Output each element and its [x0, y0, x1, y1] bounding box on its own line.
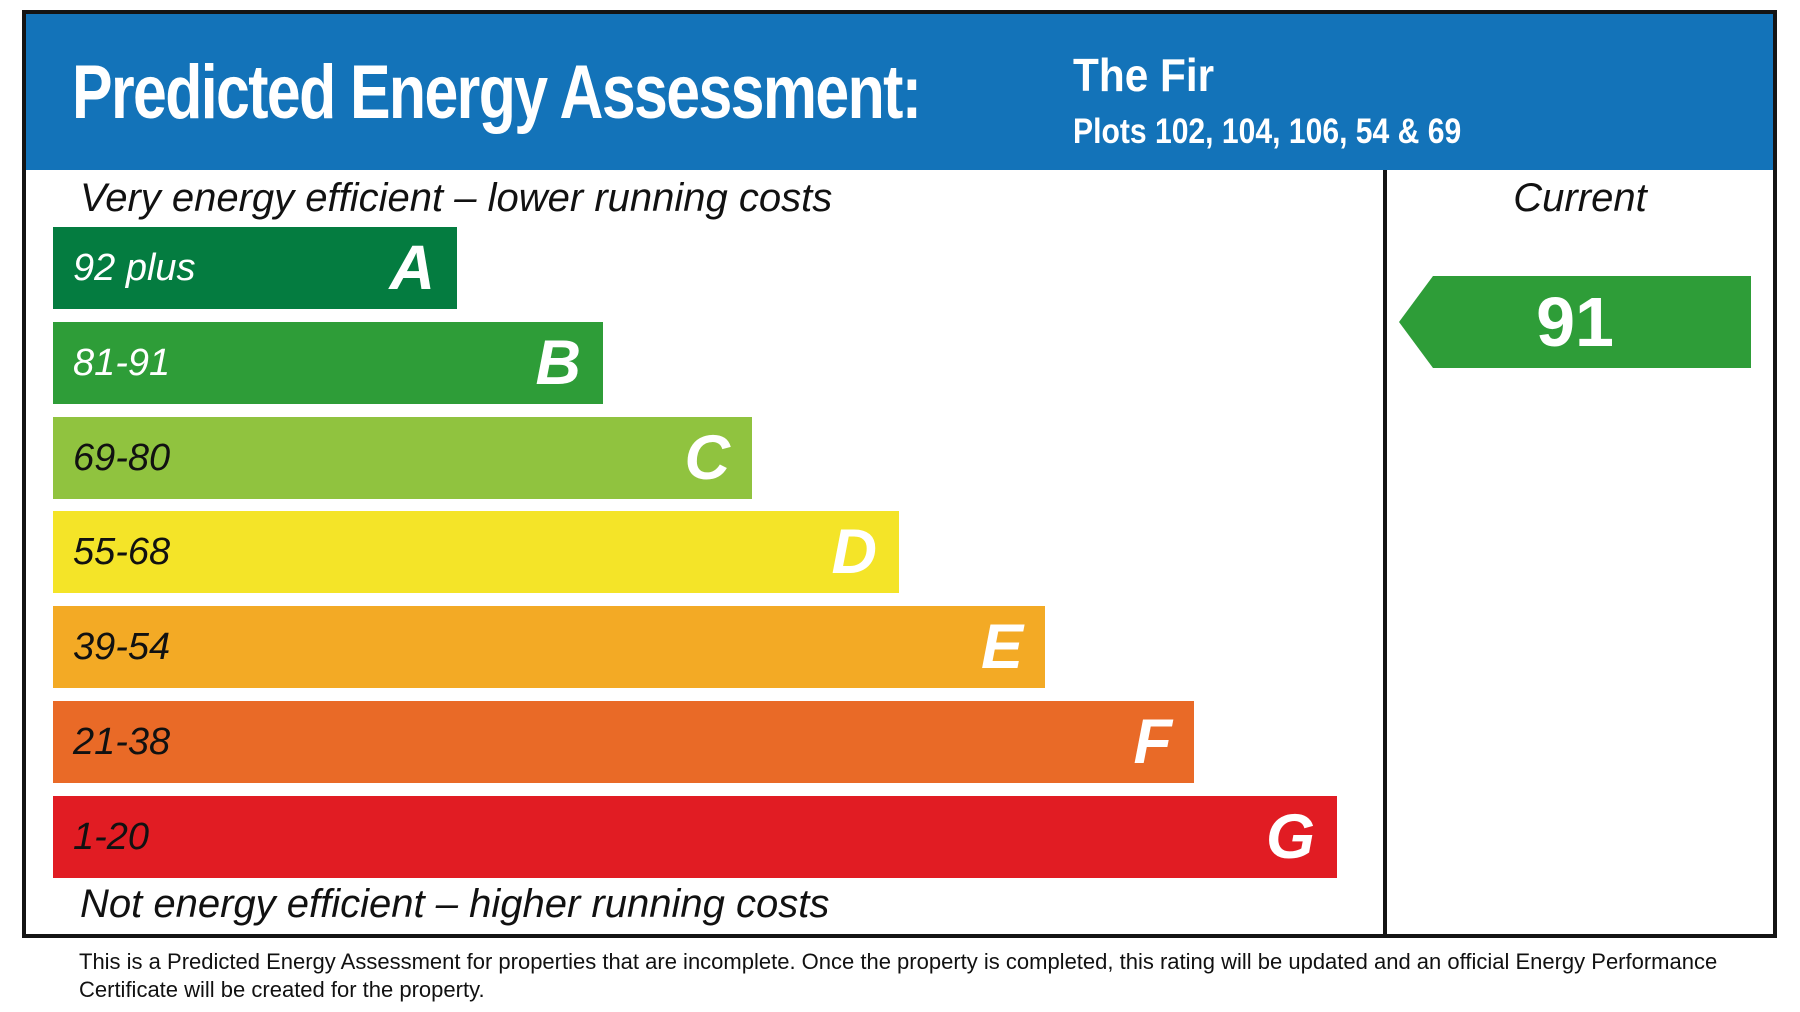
page-title: Predicted Energy Assessment: [72, 49, 922, 135]
footer-line-1: This is a Predicted Energy Assessment fo… [79, 949, 1718, 974]
current-column-header: Current [1513, 176, 1647, 220]
epc-band-row-D: 55-68 D [53, 511, 899, 593]
band-range-label-C: 69-80 [73, 436, 171, 479]
epc-band-row-B: 81-91 B [53, 322, 603, 404]
band-letter-G: G [1265, 801, 1315, 872]
property-plots: Plots 102, 104, 106, 54 & 69 [1073, 112, 1462, 151]
band-letter-C: C [684, 422, 731, 493]
epc-band-row-A: 92 plus A [53, 227, 457, 309]
footer-note: This is a Predicted Energy Assessment fo… [79, 948, 1769, 1004]
band-range-label-B: 81-91 [73, 341, 171, 384]
left-arrow-shape [1399, 276, 1751, 368]
top-note: Very energy efficient – lower running co… [80, 176, 833, 220]
footer-line-2: Certificate will be created for the prop… [79, 977, 485, 1003]
current-rating-arrow: 91 [1399, 276, 1751, 368]
property-block: The Fir Plots 102, 104, 106, 54 & 69 [1073, 48, 1524, 152]
header: Predicted Energy Assessment: The Fir Plo… [26, 14, 1773, 170]
rating-scale-column: Very energy efficient – lower running co… [26, 170, 1387, 934]
epc-chart: Very energy efficient – lower running co… [26, 170, 1773, 934]
certificate: Predicted Energy Assessment: The Fir Plo… [22, 10, 1777, 938]
epc-band-row-C: 69-80 C [53, 417, 752, 499]
current-rating-value: 91 [1536, 283, 1614, 361]
epc-band-row-G: 1-20 G [53, 796, 1337, 878]
property-name: The Fir [1073, 49, 1215, 101]
band-range-label-E: 39-54 [73, 625, 171, 668]
band-letter-D: D [831, 516, 878, 587]
current-column: Current 91 [1387, 170, 1773, 934]
band-letter-E: E [980, 611, 1023, 682]
bottom-note: Not energy efficient – higher running co… [80, 882, 830, 926]
band-range-label-D: 55-68 [73, 530, 171, 573]
band-range-label-A: 92 plus [73, 246, 196, 289]
band-range-label-F: 21-38 [73, 720, 171, 763]
epc-band-row-E: 39-54 E [53, 606, 1045, 688]
band-range-label-G: 1-20 [73, 815, 150, 858]
band-letter-A: A [389, 232, 436, 303]
epc-band-row-F: 21-38 F [53, 701, 1194, 783]
band-letter-F: F [1133, 706, 1172, 777]
band-letter-B: B [535, 327, 582, 398]
